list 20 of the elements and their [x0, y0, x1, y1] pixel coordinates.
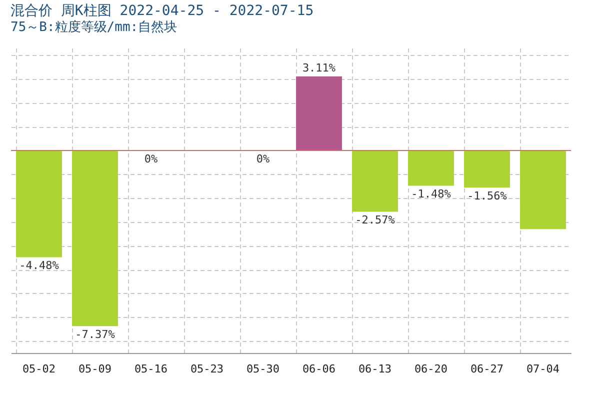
x-tick-label: 05-16: [134, 362, 168, 376]
data-label: 3.11%: [302, 61, 336, 74]
data-label: -7.37%: [75, 328, 116, 342]
x-tick-label: 06-20: [414, 362, 448, 376]
x-tick-label: 05-02: [22, 362, 56, 376]
chart-subtitle: 75～B:粒度等级/mm:自然块: [10, 19, 178, 35]
data-label: -4.48%: [19, 259, 60, 272]
x-tick-label: 05-30: [246, 362, 280, 376]
data-label: -1.48%: [411, 188, 452, 201]
x-tick-label: 05-09: [78, 362, 112, 376]
x-tick-label: 06-27: [470, 362, 504, 376]
x-tick-label: 06-13: [358, 362, 392, 376]
data-label: 0%: [144, 152, 158, 166]
x-tick-label: 06-06: [302, 362, 336, 376]
data-label: 0%: [256, 152, 270, 166]
data-label: -1.56%: [467, 190, 508, 203]
x-tick-label: 05-23: [190, 362, 224, 376]
chart-title: 混合价 周K柱图 2022-04-25 - 2022-07-15: [10, 3, 314, 19]
data-label: -2.57%: [355, 214, 396, 227]
x-tick-label: 07-04: [526, 362, 560, 376]
